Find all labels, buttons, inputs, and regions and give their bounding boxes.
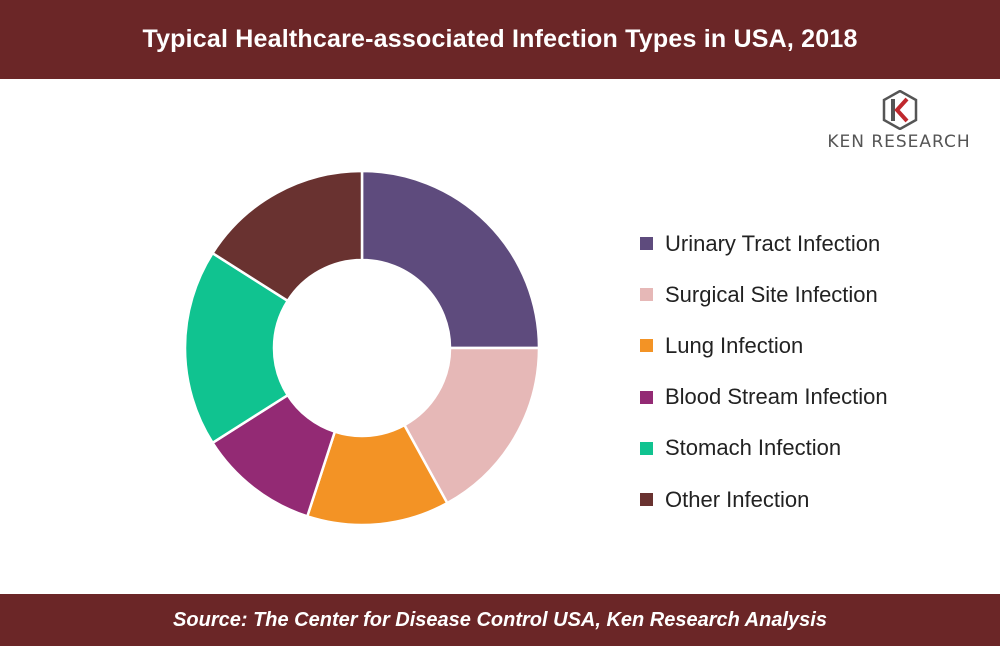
legend-swatch [640, 493, 653, 507]
legend-item-lung-infection: Lung Infection [640, 320, 888, 371]
legend-item-surgical-site-infection: Surgical Site Infection [640, 269, 888, 320]
legend-swatch [640, 288, 653, 302]
legend-item-urinary-tract-infection: Urinary Tract Infection [640, 218, 888, 269]
legend-item-blood-stream-infection: Blood Stream Infection [640, 372, 888, 423]
legend-swatch [640, 390, 653, 404]
source-bar: Source: The Center for Disease Control U… [0, 594, 1000, 646]
legend-swatch [640, 339, 653, 353]
legend-label: Urinary Tract Infection [665, 230, 881, 256]
chart-legend: Urinary Tract Infection Surgical Site Inf… [640, 218, 888, 525]
legend-label: Blood Stream Infection [665, 384, 888, 410]
legend-swatch [640, 441, 653, 455]
legend-label: Surgical Site Infection [665, 281, 878, 307]
slice-other-infection [210, 169, 364, 303]
source-text: Source: The Center for Disease Control U… [173, 608, 827, 631]
slice-surgical-site-infection [402, 346, 541, 505]
legend-item-stomach-infection: Stomach Infection [640, 423, 888, 474]
donut-slices [183, 169, 541, 527]
logo-text: KEN RESEARCH [827, 132, 971, 152]
chart-title: Typical Healthcare-associated Infection … [142, 25, 858, 53]
legend-swatch [640, 237, 653, 251]
legend-item-other-infection: Other Infection [640, 474, 888, 525]
ken-research-logo: KEN RESEARCH [806, 90, 992, 154]
title-bar: Typical Healthcare-associated Infection … [0, 0, 1000, 79]
legend-label: Lung Infection [665, 332, 804, 358]
ken-research-logo-icon [882, 90, 918, 130]
legend-label: Other Infection [665, 486, 810, 512]
slice-stomach-infection [183, 251, 290, 445]
slice-urinary-tract-infection [360, 169, 541, 350]
legend-label: Stomach Infection [665, 435, 842, 461]
